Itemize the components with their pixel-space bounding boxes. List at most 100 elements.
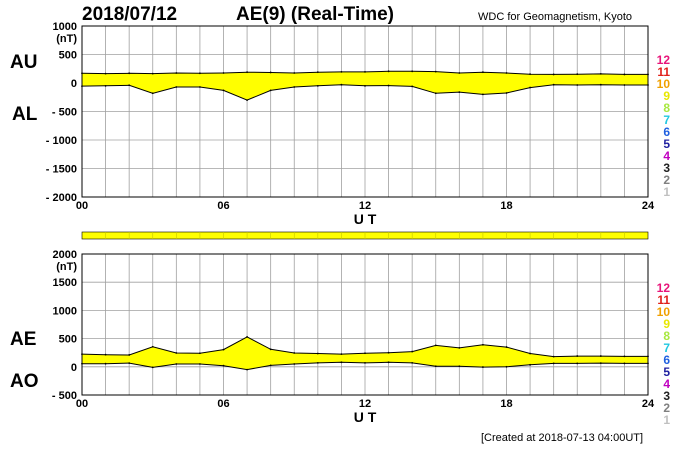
created-timestamp: [Created at 2018-07-13 04:00UT] xyxy=(481,432,644,444)
ao-data-point xyxy=(623,362,626,365)
au-data-point xyxy=(316,71,319,74)
station-count-label: 7 xyxy=(663,113,670,127)
station-count-label: 8 xyxy=(663,101,670,115)
al-data-point xyxy=(482,93,484,96)
ae-series-label: AE xyxy=(10,329,37,350)
au-data-point xyxy=(434,70,437,73)
station-count-label: 5 xyxy=(663,137,670,151)
ae-data-point xyxy=(434,344,437,347)
au-data-point xyxy=(552,73,555,76)
ao-data-point xyxy=(128,362,131,365)
y-tick-label: 1000 xyxy=(53,305,77,317)
al-data-point xyxy=(458,91,461,94)
al-data-point xyxy=(340,83,343,86)
x-tick-label: 00 xyxy=(76,398,88,410)
station-count-label: 12 xyxy=(657,53,671,67)
station-count-label: 7 xyxy=(663,341,670,355)
au-data-point xyxy=(246,71,248,74)
au-data-point xyxy=(529,73,531,76)
al-data-point xyxy=(222,89,225,92)
station-count-label: 4 xyxy=(663,149,670,163)
station-count-label: 3 xyxy=(663,161,670,175)
ae-data-point xyxy=(599,355,602,357)
ao-data-point xyxy=(411,361,414,364)
y-tick-label: 500 xyxy=(59,334,77,346)
y-tick-label: - 1500 xyxy=(46,164,77,176)
au-data-point xyxy=(222,72,225,74)
au-al-plot-frame xyxy=(81,25,649,198)
station-count-label: 2 xyxy=(663,401,670,415)
ae-data-point xyxy=(529,352,531,355)
al-data-point xyxy=(293,86,296,88)
station-count-label: 3 xyxy=(663,389,670,403)
ae-data-point xyxy=(505,346,508,348)
al-data-point xyxy=(269,89,272,92)
x-tick-label: 24 xyxy=(642,398,655,410)
ao-data-point xyxy=(199,363,201,365)
al-data-point xyxy=(151,92,154,95)
ao-data-point xyxy=(175,363,178,365)
ao-data-point xyxy=(529,363,531,366)
ae-data-point xyxy=(269,348,272,351)
station-count-label: 9 xyxy=(663,317,670,331)
station-count-label: 12 xyxy=(657,281,671,295)
au-series-label: AU xyxy=(10,52,38,73)
au-data-point xyxy=(128,72,131,75)
ae-data-point xyxy=(623,355,626,358)
ae-data-point xyxy=(458,347,461,349)
station-count-label: 6 xyxy=(663,353,670,367)
y-tick-label: 0 xyxy=(71,362,77,374)
x-tick-label: 24 xyxy=(642,200,655,212)
au-data-point xyxy=(576,73,579,76)
x-tick-label: 18 xyxy=(500,398,512,410)
ao-data-point xyxy=(458,365,461,368)
y-tick-label: - 500 xyxy=(52,390,77,402)
al-data-point xyxy=(316,84,319,87)
ae-data-point xyxy=(175,352,178,354)
y-tick-label: 500 xyxy=(59,50,77,62)
y-tick-label: 0 xyxy=(71,78,77,90)
au-data-point xyxy=(269,71,272,74)
ao-data-point xyxy=(505,365,508,368)
ao-data-point xyxy=(293,363,296,365)
y-tick-label: - 2000 xyxy=(46,192,77,204)
ae-data-point xyxy=(340,353,343,356)
al-data-point xyxy=(387,84,390,87)
station-count-label: 11 xyxy=(657,293,670,307)
station-count-label: 1 xyxy=(663,413,670,427)
ao-data-point xyxy=(434,365,437,368)
data-source-label: WDC for Geomagnetism, Kyoto xyxy=(478,11,633,23)
ae-data-point xyxy=(222,348,225,351)
au-data-point xyxy=(175,72,178,74)
ao-data-point xyxy=(246,368,248,371)
ae-data-point xyxy=(151,345,154,348)
ao-series-label: AO xyxy=(10,371,39,392)
ae-data-point xyxy=(387,351,390,354)
al-data-point xyxy=(576,84,579,86)
y-unit-label: (nT) xyxy=(56,33,77,45)
station-count-label: 5 xyxy=(663,365,670,379)
al-data-point xyxy=(505,92,508,94)
x-axis-label: U T xyxy=(354,409,377,425)
au-data-point xyxy=(340,70,343,73)
al-data-point xyxy=(128,84,131,87)
x-tick-label: 18 xyxy=(500,200,512,212)
ae-data-point xyxy=(199,352,201,355)
station-count-label: 6 xyxy=(663,125,670,139)
ao-data-point xyxy=(151,366,154,369)
x-tick-label: 12 xyxy=(359,200,371,212)
au-data-point xyxy=(387,70,390,73)
x-axis-label: U T xyxy=(354,211,377,227)
x-tick-label: 00 xyxy=(76,200,88,212)
al-series-label: AL xyxy=(12,104,38,125)
ae-data-point xyxy=(104,353,107,356)
ao-data-point xyxy=(599,362,602,365)
au-data-point xyxy=(458,72,461,74)
x-tick-label: 06 xyxy=(217,398,229,410)
y-unit-label: (nT) xyxy=(56,261,77,273)
au-data-point xyxy=(364,70,366,73)
ae-ao-band xyxy=(82,336,648,370)
station-count-label: 2 xyxy=(663,173,670,187)
ae-data-point xyxy=(316,352,319,355)
